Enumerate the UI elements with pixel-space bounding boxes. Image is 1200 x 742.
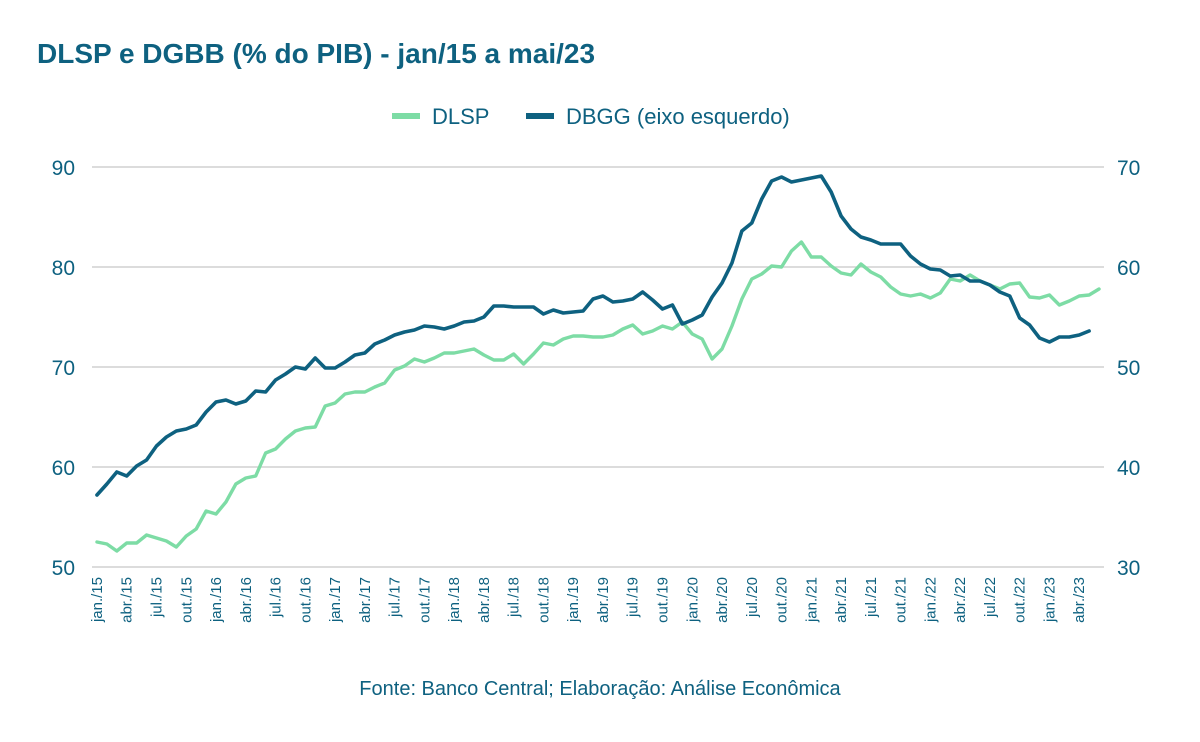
right-axis-tick-label: 40 [1117, 457, 1140, 480]
x-axis-tick-label: out./16 [297, 577, 314, 623]
x-axis-tick-label: abr./22 [952, 577, 969, 623]
x-axis-tick-label: out./17 [416, 577, 433, 623]
x-axis-tick-label: abr./18 [476, 577, 493, 623]
right-axis-ticks: 30 40 50 60 70 [1117, 157, 1140, 580]
x-axis-tick-label: jan./23 [1041, 577, 1058, 623]
left-axis-tick-label: 50 [52, 557, 75, 580]
x-axis-tick-label: jul./17 [387, 577, 404, 618]
legend-label-dlsp: DLSP [432, 104, 489, 129]
x-axis-tick-label: jan./16 [208, 577, 225, 623]
x-axis-tick-label: jan./19 [565, 577, 582, 623]
x-axis-tick-label: abr./23 [1071, 577, 1088, 623]
x-axis-tick-label: abr./19 [595, 577, 612, 623]
right-axis-tick-label: 70 [1117, 157, 1140, 180]
x-axis-tick-label: abr./20 [714, 577, 731, 623]
x-axis-tick-label: jul./20 [744, 577, 761, 618]
x-axis-tick-label: out./18 [535, 577, 552, 623]
x-axis-tick-label: out./19 [654, 577, 671, 623]
right-axis-tick-label: 60 [1117, 257, 1140, 280]
right-axis-tick-label: 50 [1117, 357, 1140, 380]
series-lines [95, 174, 1101, 553]
left-axis-ticks: 50 60 70 80 90 [52, 157, 75, 580]
x-axis-tick-label: jan./18 [446, 577, 463, 623]
x-axis-tick-label: out./15 [178, 577, 195, 623]
x-axis-tick-label: jan./22 [922, 577, 939, 623]
x-axis-tick-label: jul./16 [268, 577, 285, 618]
x-axis-tick-label: abr./15 [119, 577, 136, 623]
x-axis-tick-label: jan./17 [327, 577, 344, 623]
x-axis-tick-label: jul./18 [506, 577, 523, 618]
x-axis-tick-label: jul./19 [625, 577, 642, 618]
x-axis-tick-label: jul./15 [148, 577, 165, 618]
x-axis-tick-label: abr./17 [357, 577, 374, 623]
legend: DLSP DBGG (eixo esquerdo) [392, 104, 790, 129]
x-axis-tick-label: jul./21 [863, 577, 880, 618]
x-axis-tick-label: jan./15 [89, 577, 106, 623]
x-axis-tick-label: abr./21 [833, 577, 850, 623]
series-line-dlsp [95, 240, 1101, 553]
chart-title: DLSP e DGBB (% do PIB) - jan/15 a mai/23 [37, 38, 596, 69]
x-axis-tick-label: out./22 [1012, 577, 1029, 623]
x-axis-tick-label: out./20 [774, 577, 791, 623]
left-axis-tick-label: 90 [52, 157, 75, 180]
right-axis-tick-label: 30 [1117, 557, 1140, 580]
legend-label-dbgg: DBGG (eixo esquerdo) [566, 104, 790, 129]
left-axis-tick-label: 80 [52, 257, 75, 280]
gridlines [92, 166, 1104, 568]
x-axis-tick-label: jan./21 [803, 577, 820, 623]
x-axis-tick-label: jan./20 [684, 577, 701, 623]
series-line-dbgg [95, 174, 1091, 497]
chart-source: Fonte: Banco Central; Elaboração: Anális… [359, 678, 841, 700]
x-axis-tick-label: abr./16 [238, 577, 255, 623]
left-axis-tick-label: 70 [52, 357, 75, 380]
x-axis-ticks: jan./15 abr./15 jul./15 out./15 jan./16 abr./… [89, 577, 1088, 623]
left-axis-tick-label: 60 [52, 457, 75, 480]
x-axis-tick-label: jul./22 [982, 577, 999, 618]
x-axis-tick-label: out./21 [893, 577, 910, 623]
